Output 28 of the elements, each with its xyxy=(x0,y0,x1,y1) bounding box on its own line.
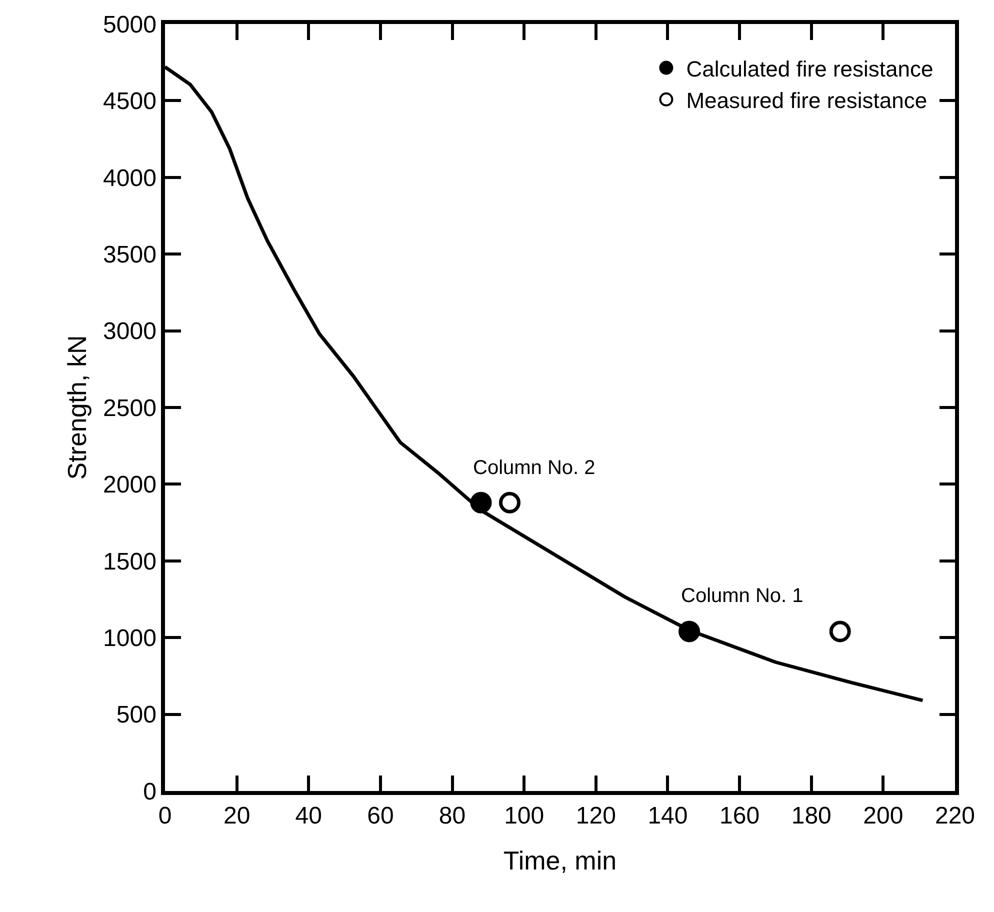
y-tick-label: 4500 xyxy=(103,88,156,116)
x-tick-label: 60 xyxy=(367,802,394,830)
x-tick-label: 220 xyxy=(934,802,976,830)
x-tick-label: 160 xyxy=(720,802,760,830)
y-tick-label: 3500 xyxy=(103,242,156,268)
y-tick-label: 2500 xyxy=(103,394,156,422)
y-tick-label: 500 xyxy=(116,702,156,729)
annotation: Column No. 2 xyxy=(473,457,596,479)
x-tick-label: 20 xyxy=(223,802,250,830)
y-tick-label: 3000 xyxy=(103,318,156,346)
y-tick-label: 0 xyxy=(143,778,156,806)
x-tick-label: 80 xyxy=(438,802,466,830)
y-tick-label: 5000 xyxy=(103,11,156,38)
legend-label: Measured fire resistance xyxy=(686,88,928,113)
y-axis-title: Strength, kN xyxy=(62,335,92,480)
x-tick-label: 140 xyxy=(648,802,688,830)
y-tick-label: 1500 xyxy=(103,548,156,576)
x-tick-label: 100 xyxy=(504,802,544,830)
y-tick-label: 2000 xyxy=(103,472,156,499)
annotation: Column No. 1 xyxy=(681,585,804,607)
legend-label: Calculated fire resistance xyxy=(686,56,934,82)
x-tick-label: 180 xyxy=(791,802,832,830)
y-tick-label: 4000 xyxy=(103,164,156,192)
x-tick-label: 120 xyxy=(576,802,616,830)
y-tick-label: 1000 xyxy=(103,625,156,652)
x-tick-label: 40 xyxy=(295,802,322,830)
x-tick-label: 200 xyxy=(863,802,904,830)
x-axis-title: Time, min xyxy=(503,846,617,876)
